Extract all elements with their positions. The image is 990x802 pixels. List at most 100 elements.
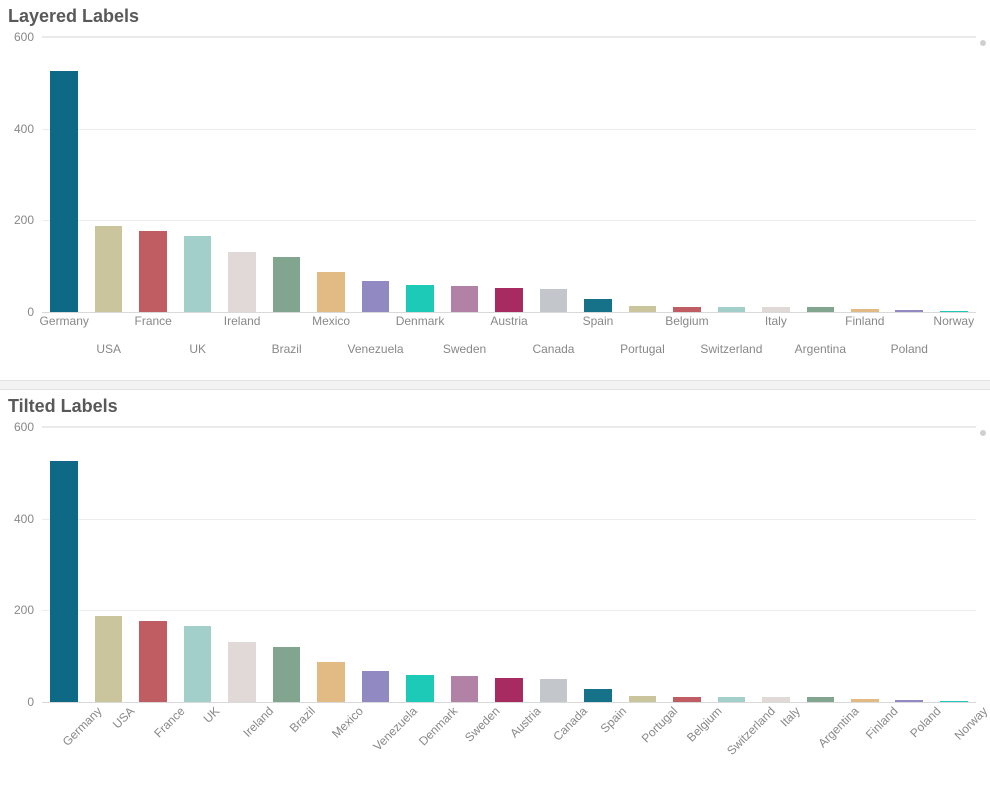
x-tick-label: Finland	[863, 704, 901, 742]
x-tick-label: Brazil	[272, 342, 302, 356]
x-tick-label: Poland	[908, 704, 944, 740]
chart-panel-tilted: Tilted Labels0200400600GermanyUSAFranceU…	[0, 390, 990, 790]
grid-line	[42, 220, 976, 221]
bar[interactable]	[95, 226, 123, 312]
x-tick-label: Sweden	[462, 704, 503, 745]
y-tick-label: 200	[14, 603, 42, 617]
bar[interactable]	[362, 281, 390, 312]
x-tick-label: Norway	[951, 704, 990, 743]
y-tick-label: 200	[14, 213, 42, 227]
bar[interactable]	[762, 307, 790, 312]
bar[interactable]	[184, 236, 212, 312]
x-tick-label: Venezuela	[370, 704, 420, 754]
x-tick-label: Belgium	[684, 704, 725, 745]
chart-tilted: 0200400600GermanyUSAFranceUKIrelandBrazi…	[0, 390, 990, 790]
chart-layered: 0200400600Germany USA France UK Ireland Brazi…	[0, 0, 990, 380]
y-tick-label: 600	[14, 420, 42, 434]
bar[interactable]	[940, 701, 968, 702]
x-tick-label: France	[151, 704, 187, 740]
bar[interactable]	[228, 252, 256, 312]
x-tick-label: Germany	[60, 704, 105, 749]
bar[interactable]	[629, 696, 657, 702]
bar[interactable]	[851, 699, 879, 702]
x-tick-label: Austria	[490, 314, 527, 328]
bar[interactable]	[851, 309, 879, 312]
scroll-indicator	[980, 40, 986, 46]
bar[interactable]	[184, 626, 212, 702]
bar[interactable]	[317, 662, 345, 702]
y-tick-label: 400	[14, 122, 42, 136]
grid-line	[42, 519, 976, 520]
x-tick-label: Ireland	[224, 314, 261, 328]
bar[interactable]	[139, 231, 167, 312]
bar[interactable]	[406, 675, 434, 703]
bar[interactable]	[451, 286, 479, 312]
x-tick-label: Argentina	[795, 342, 846, 356]
bar[interactable]	[317, 272, 345, 312]
bar[interactable]	[50, 71, 78, 312]
bar[interactable]	[540, 679, 568, 702]
x-tick-label: Brazil	[286, 704, 317, 735]
chart-panel-layered: Layered Labels0200400600GermanyUSAFrance…	[0, 0, 990, 380]
y-tick-label: 400	[14, 512, 42, 526]
bar[interactable]	[273, 647, 301, 702]
bar[interactable]	[895, 700, 923, 702]
x-tick-label: Switzerland	[725, 704, 779, 758]
bar[interactable]	[451, 676, 479, 702]
x-tick-label: Finland	[845, 314, 884, 328]
x-tick-label: UK	[189, 342, 206, 356]
x-tick-label: Austria	[507, 704, 543, 740]
plot-area-tilted: 0200400600	[42, 426, 976, 703]
x-tick-label: UK	[200, 704, 222, 726]
y-tick-label: 0	[27, 695, 42, 709]
x-tick-label: Poland	[891, 342, 928, 356]
grid-line	[42, 129, 976, 130]
x-tick-label: Portugal	[620, 342, 665, 356]
bar[interactable]	[273, 257, 301, 312]
bar[interactable]	[940, 311, 968, 312]
bar[interactable]	[807, 697, 835, 702]
y-tick-label: 600	[14, 30, 42, 44]
x-tick-label: Ireland	[241, 704, 277, 740]
bar[interactable]	[495, 678, 523, 702]
grid-line	[42, 427, 976, 428]
bar[interactable]	[895, 310, 923, 312]
bar[interactable]	[584, 299, 612, 312]
bar[interactable]	[673, 697, 701, 703]
x-tick-label: Denmark	[396, 314, 445, 328]
x-tick-label: USA	[96, 342, 121, 356]
scroll-indicator	[980, 430, 986, 436]
x-tick-label: Sweden	[443, 342, 486, 356]
bar[interactable]	[807, 307, 835, 312]
x-tick-label: Norway	[933, 314, 974, 328]
bar[interactable]	[139, 621, 167, 702]
bar[interactable]	[584, 689, 612, 702]
bar[interactable]	[762, 697, 790, 702]
bar[interactable]	[362, 671, 390, 702]
bar[interactable]	[228, 642, 256, 702]
x-tick-label: Italy	[777, 704, 802, 729]
x-tick-label: Canada	[551, 704, 591, 744]
bar[interactable]	[95, 616, 123, 702]
bar[interactable]	[540, 289, 568, 312]
x-tick-label: Portugal	[639, 704, 681, 746]
bar[interactable]	[718, 697, 746, 703]
bar[interactable]	[495, 288, 523, 312]
panel-separator	[0, 380, 990, 390]
x-tick-label: Venezuela	[348, 342, 404, 356]
x-tick-label: Denmark	[416, 704, 460, 748]
x-tick-label: Mexico	[312, 314, 350, 328]
bar[interactable]	[629, 306, 657, 312]
x-tick-label: USA	[110, 704, 137, 731]
x-tick-label: Spain	[583, 314, 614, 328]
bar[interactable]	[673, 307, 701, 313]
x-tick-label: Germany	[40, 314, 89, 328]
plot-area-layered: 0200400600	[42, 36, 976, 313]
bar[interactable]	[50, 461, 78, 702]
bar[interactable]	[406, 285, 434, 313]
x-tick-label: Spain	[598, 704, 630, 736]
x-tick-label: Belgium	[665, 314, 708, 328]
x-tick-label: France	[135, 314, 172, 328]
bar[interactable]	[718, 307, 746, 313]
x-tick-label: Switzerland	[700, 342, 762, 356]
